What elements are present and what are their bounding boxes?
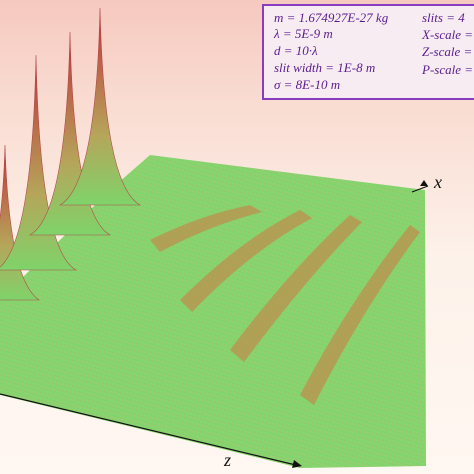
ridge-3 bbox=[230, 215, 362, 362]
parameter-box: m = 1.674927E-27 kg λ = 5E-9 m d = 10·λ … bbox=[262, 4, 474, 100]
spike-2 bbox=[0, 54, 78, 271]
x-axis bbox=[411, 185, 429, 193]
source-spikes bbox=[0, 7, 142, 301]
spike-4 bbox=[58, 7, 142, 206]
z-axis-arrow bbox=[292, 460, 302, 468]
ridge-4 bbox=[300, 225, 420, 405]
z-axis-label: z bbox=[224, 450, 232, 470]
z-scale-label: Z-scale = bbox=[422, 44, 473, 59]
sigma-label: σ = 8E-10 m bbox=[274, 77, 341, 92]
slit-width-label: slit width = 1E-8 m bbox=[274, 60, 376, 75]
wavelength-label: λ = 5E-9 m bbox=[274, 26, 333, 41]
spike-3 bbox=[28, 31, 112, 236]
ridge-2 bbox=[180, 210, 312, 312]
spacing-label: d = 10·λ bbox=[274, 43, 318, 58]
x-axis-label: x bbox=[434, 172, 442, 192]
mass-label: m = 1.674927E-27 kg bbox=[274, 10, 389, 25]
p-scale-label: P-scale = bbox=[422, 62, 474, 77]
x-axis-arrow bbox=[420, 180, 428, 186]
slits-label: slits = 4 bbox=[422, 10, 465, 25]
ridge-1 bbox=[150, 205, 262, 252]
x-scale-label: X-scale = bbox=[422, 27, 474, 42]
z-axis bbox=[0, 393, 301, 467]
interference-ridges bbox=[150, 205, 420, 405]
surface-front-edge bbox=[0, 395, 300, 474]
